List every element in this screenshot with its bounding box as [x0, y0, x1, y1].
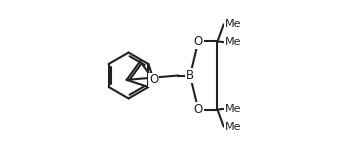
Text: Me: Me	[224, 122, 241, 132]
Text: O: O	[194, 103, 203, 116]
Text: O: O	[149, 73, 158, 86]
Text: B: B	[186, 69, 194, 82]
Text: Me: Me	[224, 104, 241, 114]
Text: Me: Me	[224, 37, 241, 47]
Text: Me: Me	[224, 19, 241, 29]
Text: O: O	[194, 35, 203, 48]
